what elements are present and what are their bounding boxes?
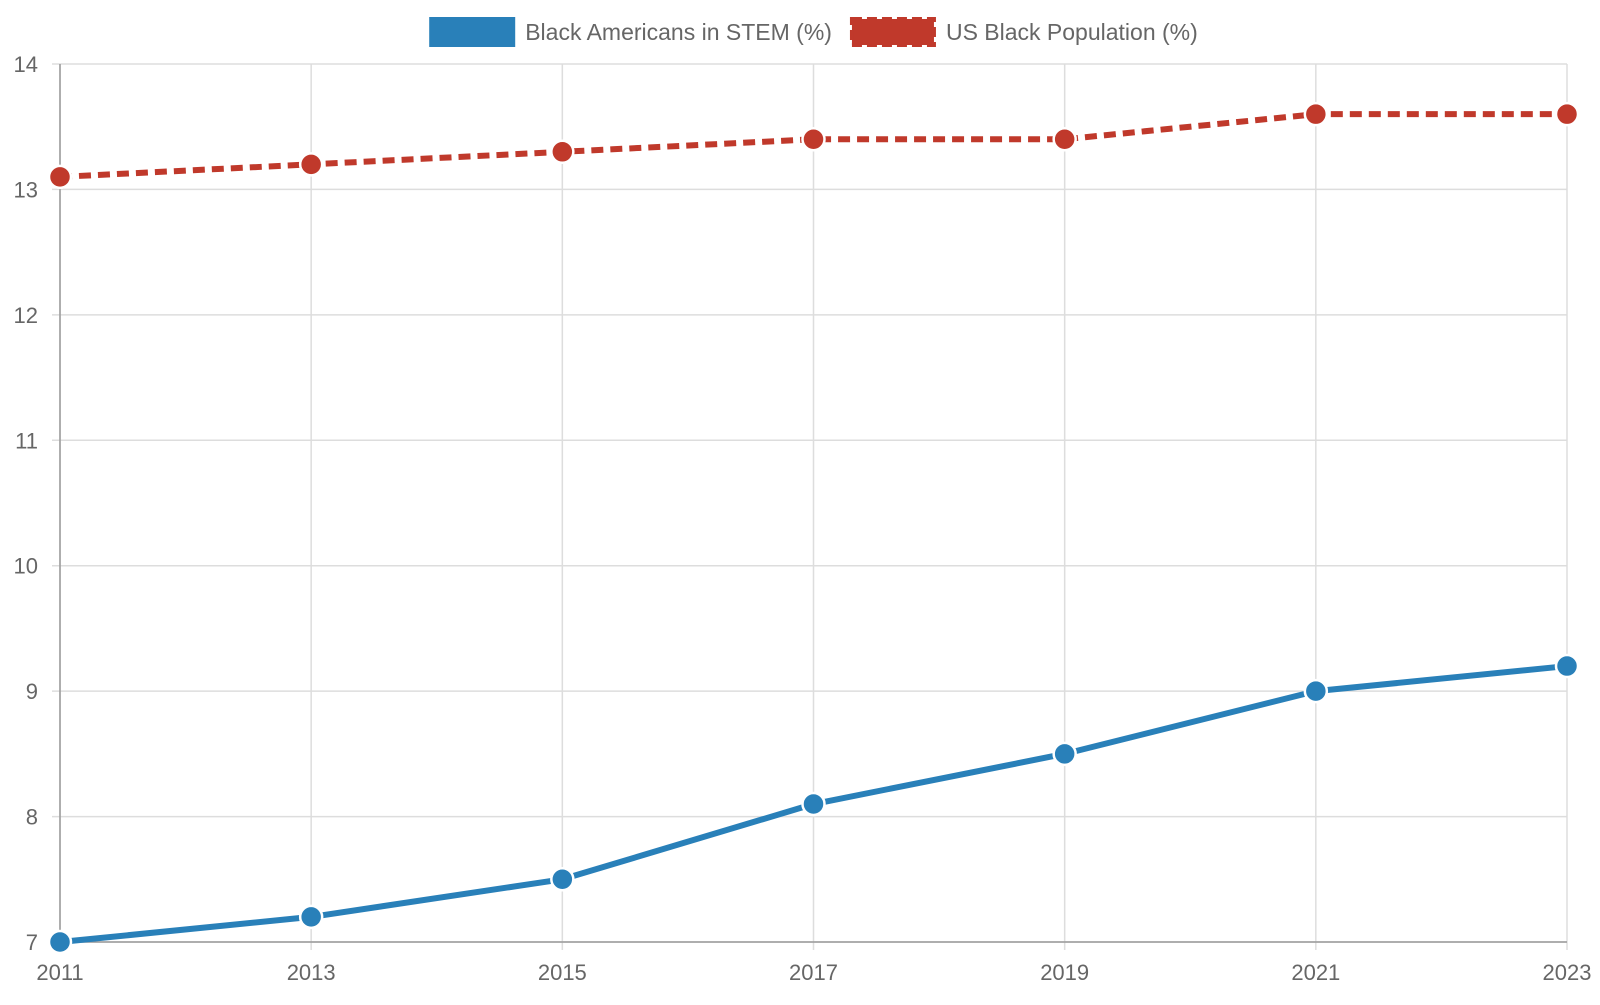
y-tick-label: 8 [26, 805, 38, 830]
x-tick-label: 2019 [1040, 960, 1089, 985]
data-point[interactable] [47, 164, 73, 190]
data-point[interactable] [298, 904, 324, 930]
data-point[interactable] [550, 867, 575, 892]
data-point[interactable] [1052, 127, 1077, 152]
series-group [47, 101, 1580, 190]
data-point[interactable] [1554, 653, 1580, 679]
x-tick-label: 2023 [1543, 960, 1592, 985]
y-tick-label: 7 [26, 930, 38, 955]
grid-lines [52, 63, 1568, 950]
legend[interactable]: Black Americans in STEM (%) US Black Popu… [429, 17, 1198, 47]
x-tick-label: 2015 [538, 960, 587, 985]
y-tick-label: 14 [14, 52, 38, 77]
x-tick-label: 2011 [36, 960, 83, 985]
x-tick-label: 2017 [789, 960, 838, 985]
data-point[interactable] [550, 139, 575, 165]
data-point[interactable] [1303, 101, 1329, 127]
data-point[interactable] [1052, 741, 1077, 767]
series-lines [47, 101, 1580, 955]
legend-label: US Black Population (%) [946, 19, 1198, 45]
legend-swatch [849, 17, 936, 47]
y-tick-label: 11 [15, 428, 38, 453]
legend-swatch [429, 17, 516, 47]
data-point[interactable] [47, 929, 73, 955]
data-point[interactable] [1303, 678, 1329, 704]
axes: 7 8 9 10 11 12 13 14 2011 2013 2015 2017 2019 2021 202… [14, 52, 1592, 985]
y-tick-label: 9 [26, 679, 38, 704]
data-point[interactable] [298, 152, 324, 177]
x-tick-label: 2021 [1291, 960, 1340, 985]
legend-item[interactable]: US Black Population (%) [849, 17, 1198, 47]
series-group [47, 653, 1580, 955]
legend-item[interactable]: Black Americans in STEM (%) [429, 17, 832, 47]
y-tick-label: 13 [14, 177, 38, 202]
y-tick-label: 10 [14, 554, 38, 579]
x-tick-label: 2013 [287, 960, 336, 985]
data-point[interactable] [801, 127, 826, 152]
legend-label: Black Americans in STEM (%) [525, 19, 832, 45]
y-tick-label: 12 [14, 303, 38, 328]
data-point[interactable] [1554, 101, 1580, 127]
data-point[interactable] [801, 791, 826, 817]
